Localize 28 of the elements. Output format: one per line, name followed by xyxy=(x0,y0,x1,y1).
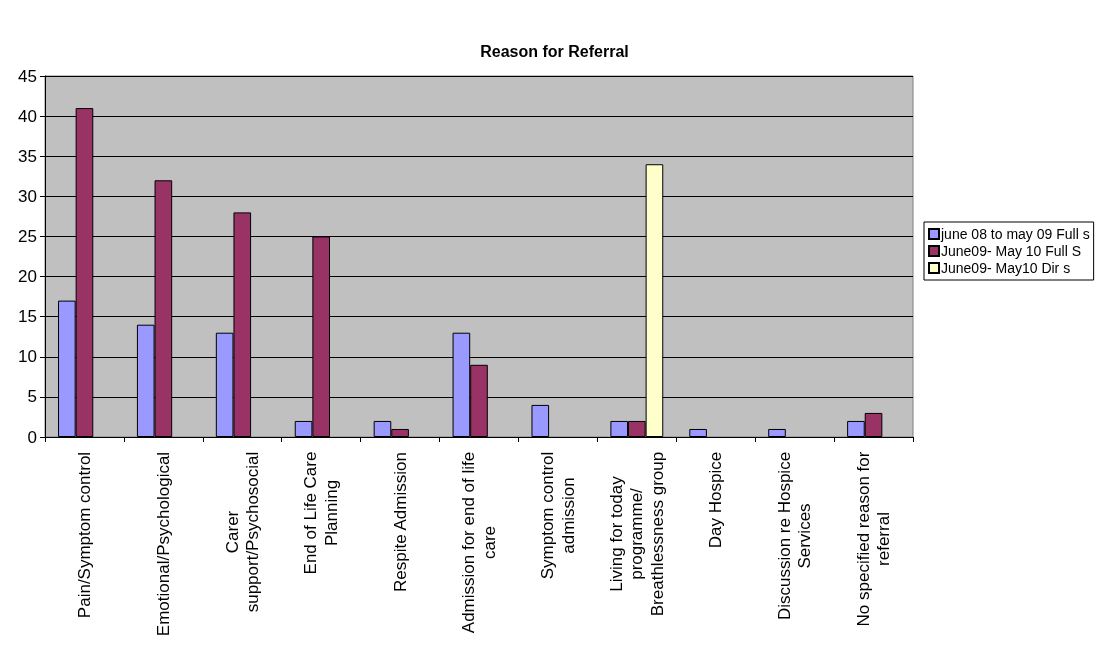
x-tick-label: Admission for end of life care xyxy=(459,451,499,634)
y-tick-label: 5 xyxy=(27,387,37,407)
y-tick-label: 15 xyxy=(18,307,37,327)
y-tick-label: 45 xyxy=(18,66,37,86)
y-tick-label: 10 xyxy=(18,347,37,367)
legend-label: June09- May10 Dir s xyxy=(941,260,1071,276)
y-tick-label: 40 xyxy=(18,106,37,126)
legend-label: june 08 to may 09 Full s xyxy=(940,226,1090,242)
y-tick-label: 0 xyxy=(27,427,37,447)
bar xyxy=(768,428,786,437)
bar xyxy=(689,428,707,437)
x-tick-label: No specified reason for referral xyxy=(853,451,894,627)
y-tick-label: 20 xyxy=(18,267,37,287)
bar xyxy=(531,404,550,437)
x-tick-label: End of Life Care Planning xyxy=(301,451,341,575)
x-tick-label: Day Hospice xyxy=(706,451,726,549)
y-tick-label: 30 xyxy=(18,186,37,206)
y-tick-label: 25 xyxy=(18,226,37,246)
x-tick-label: Living for today programme/ Breathlessness group xyxy=(606,451,667,617)
y-tick-label: 35 xyxy=(18,146,37,166)
x-tick-label: Discussion re Hospice Services xyxy=(774,451,815,621)
x-tick-label: Pain/Symptom control xyxy=(74,451,94,619)
legend-label: June09- May 10 Full S xyxy=(941,243,1082,259)
x-tick-label: Symptom control admission xyxy=(538,451,578,580)
x-tick-label: Respite Admission xyxy=(390,452,410,592)
x-tick-label: Carer support/Psychosocial xyxy=(222,451,262,613)
chart-title: Reason for Referral xyxy=(480,42,629,60)
x-tick-label: Emotional/Psychological xyxy=(153,451,173,637)
